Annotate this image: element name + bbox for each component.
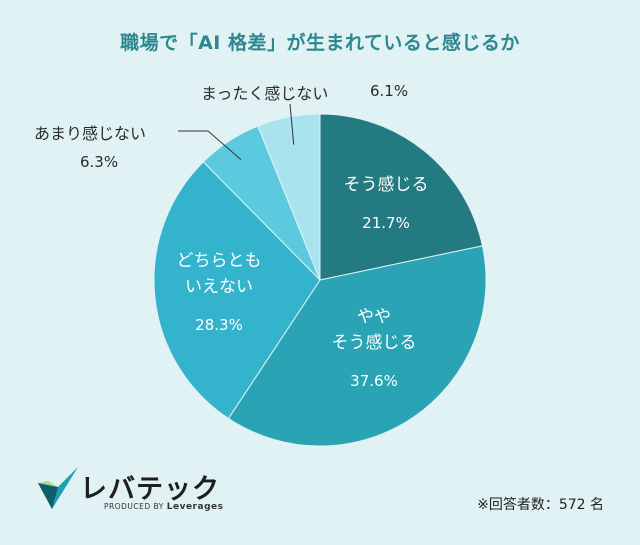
- slice-label-yaya: そう感じる: [332, 333, 417, 353]
- pie-slice-sou: [319, 113, 484, 281]
- leader-lines: [178, 103, 295, 161]
- pie-slice-mattaku: [257, 113, 321, 281]
- slice-label-mattaku: まったく感じない: [201, 84, 329, 103]
- brand-mark-icon: [38, 467, 78, 509]
- slice-label-yaya: やや: [357, 307, 391, 327]
- slice-value-mattaku: 6.1%: [370, 82, 409, 100]
- pie-slice-yaya: [227, 245, 487, 447]
- brand-logo: レバテック PRODUCED BY Leverages: [36, 463, 226, 515]
- slice-value-dochira: 28.3%: [195, 316, 243, 334]
- pie-slice-dochira: [153, 161, 321, 420]
- respondent-count-note: ※回答者数：572 名: [477, 497, 604, 513]
- slice-label-sou: そう感じる: [344, 175, 429, 195]
- chart-title: 職場で「AI 格差」が生まれていると感じるか: [120, 32, 520, 54]
- slice-value-sou: 21.7%: [362, 214, 410, 232]
- brand-produced-by: PRODUCED BY Leverages: [104, 502, 224, 512]
- leader-line-mattaku: [289, 103, 295, 145]
- brand-name: レバテック: [80, 474, 220, 505]
- slice-value-amari: 6.3%: [80, 153, 119, 171]
- leader-line-amari: [178, 130, 242, 161]
- slice-label-dochira: いえない: [185, 277, 253, 297]
- slice-value-yaya: 37.6%: [350, 372, 398, 390]
- slice-label-dochira: どちらとも: [177, 251, 262, 271]
- slice-label-amari: あまり感じない: [34, 124, 147, 143]
- pie-slices: [153, 113, 487, 447]
